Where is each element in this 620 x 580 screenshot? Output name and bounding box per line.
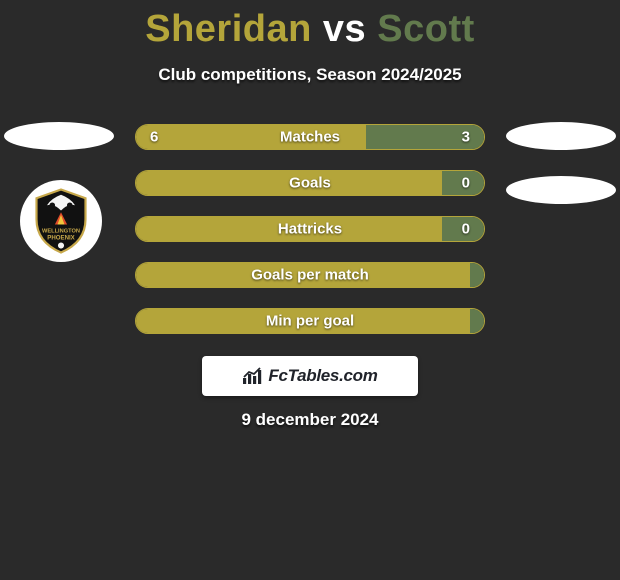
stat-row: Goals 0 bbox=[135, 170, 485, 196]
stat-label: Matches bbox=[280, 129, 340, 146]
vs-text: vs bbox=[323, 8, 366, 50]
bar-chart-icon bbox=[242, 367, 264, 385]
brand-text: FcTables.com bbox=[268, 366, 377, 386]
player1-club-badge: WELLINGTON PHOENIX bbox=[20, 180, 102, 262]
stat-label: Goals per match bbox=[251, 267, 369, 284]
stat-fill-right bbox=[470, 309, 484, 333]
svg-text:PHOENIX: PHOENIX bbox=[47, 234, 75, 241]
stat-row: Matches 6 3 bbox=[135, 124, 485, 150]
stat-label: Hattricks bbox=[278, 221, 342, 238]
stat-row: Goals per match bbox=[135, 262, 485, 288]
stat-label: Min per goal bbox=[266, 313, 354, 330]
player1-name: Sheridan bbox=[145, 8, 312, 50]
player2-portrait-placeholder bbox=[506, 122, 616, 150]
stat-value-right: 0 bbox=[462, 221, 470, 238]
subtitle: Club competitions, Season 2024/2025 bbox=[0, 65, 620, 85]
stat-bars: Matches 6 3 Goals 0 Hattricks 0 Goals per match… bbox=[135, 124, 485, 354]
stat-value-right: 0 bbox=[462, 175, 470, 192]
date-line: 9 december 2024 bbox=[0, 410, 620, 430]
stat-fill-right bbox=[470, 263, 484, 287]
club-crest-icon: WELLINGTON PHOENIX bbox=[26, 186, 96, 256]
stat-value-right: 3 bbox=[462, 129, 470, 146]
stat-label: Goals bbox=[289, 175, 331, 192]
stat-row: Hattricks 0 bbox=[135, 216, 485, 242]
player2-club-placeholder bbox=[506, 176, 616, 204]
stat-row: Min per goal bbox=[135, 308, 485, 334]
player1-portrait-placeholder bbox=[4, 122, 114, 150]
stat-value-left: 6 bbox=[150, 129, 158, 146]
svg-text:WELLINGTON: WELLINGTON bbox=[42, 228, 80, 234]
comparison-title: Sheridan vs Scott bbox=[0, 0, 620, 51]
player2-name: Scott bbox=[377, 8, 475, 50]
brand-badge[interactable]: FcTables.com bbox=[202, 356, 418, 396]
